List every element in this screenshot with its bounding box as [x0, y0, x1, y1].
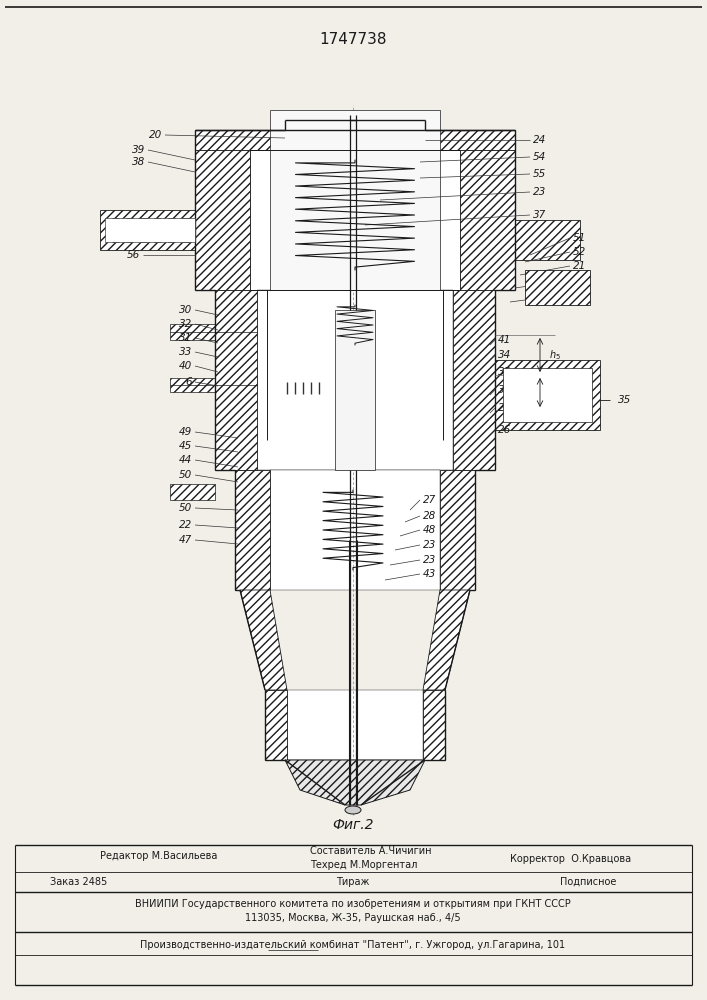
Polygon shape [285, 760, 425, 805]
Text: 36: 36 [498, 385, 511, 395]
Text: 34: 34 [498, 350, 511, 360]
Text: 27: 27 [423, 495, 436, 505]
Polygon shape [423, 590, 470, 690]
Bar [423, 690, 445, 760]
Text: 51: 51 [573, 233, 586, 243]
Text: Тираж: Тираж [337, 877, 370, 887]
Text: 41: 41 [498, 335, 511, 345]
Text: 49: 49 [179, 427, 192, 437]
Ellipse shape [345, 806, 361, 814]
Text: 6: 6 [185, 377, 192, 387]
Bar [170, 484, 215, 500]
Text: Фиг.2: Фиг.2 [332, 818, 374, 832]
Text: 32: 32 [179, 319, 192, 329]
Text: 45: 45 [179, 441, 192, 451]
Bar [195, 150, 250, 290]
Bar [460, 150, 515, 290]
Text: 23: 23 [423, 555, 436, 565]
Text: 24: 24 [533, 135, 547, 145]
Text: 42: 42 [573, 289, 586, 299]
Text: $h_1$: $h_1$ [549, 386, 561, 400]
Text: Производственно-издательский комбинат "Патент", г. Ужгород, ул.Гагарина, 101: Производственно-издательский комбинат "П… [141, 940, 566, 950]
Text: ВНИИПИ Государственного комитета по изобретениям и открытиям при ГКНТ СССР: ВНИИПИ Государственного комитета по изоб… [135, 899, 571, 909]
Text: Корректор  О.Кравцова: Корректор О.Кравцова [510, 854, 631, 864]
Text: 35: 35 [498, 367, 511, 377]
Bar [215, 290, 257, 470]
Bar [170, 324, 215, 340]
Text: 31: 31 [179, 333, 192, 343]
Bar [287, 690, 423, 760]
Text: 21: 21 [573, 261, 586, 271]
Text: 52: 52 [573, 247, 586, 257]
Text: 50: 50 [179, 503, 192, 513]
Text: 113035, Москва, Ж-35, Раушская наб., 4/5: 113035, Москва, Ж-35, Раушская наб., 4/5 [245, 913, 461, 923]
Text: 29: 29 [498, 403, 511, 413]
Text: 56: 56 [127, 250, 140, 260]
Bar [250, 150, 460, 290]
Bar [265, 690, 287, 760]
Text: 26: 26 [498, 425, 511, 435]
Bar [285, 120, 425, 150]
Bar [440, 470, 475, 590]
Text: 47: 47 [179, 535, 192, 545]
Text: 48: 48 [423, 525, 436, 535]
Text: 40: 40 [179, 361, 192, 371]
Text: 30: 30 [179, 305, 192, 315]
Text: Подписное: Подписное [560, 877, 617, 887]
Text: 35: 35 [618, 395, 631, 405]
Bar [100, 210, 195, 250]
Bar [270, 470, 440, 590]
Text: 39: 39 [132, 145, 145, 155]
Text: Составитель А.Чичигин: Составитель А.Чичигин [310, 846, 431, 856]
Bar [503, 368, 592, 422]
Bar [170, 378, 215, 392]
Text: 25: 25 [573, 275, 586, 285]
Bar [453, 290, 495, 470]
Text: 38: 38 [132, 157, 145, 167]
Text: 44: 44 [179, 455, 192, 465]
Text: 33: 33 [179, 347, 192, 357]
Text: 54: 54 [533, 152, 547, 162]
Text: 43: 43 [423, 569, 436, 579]
Bar [257, 290, 453, 470]
Text: 23: 23 [423, 540, 436, 550]
Bar [105, 218, 195, 242]
Bar [335, 310, 375, 470]
Text: Техред М.Моргентал: Техред М.Моргентал [310, 860, 417, 870]
Polygon shape [240, 590, 287, 690]
Bar [515, 220, 580, 260]
Bar [270, 110, 440, 290]
Text: 37: 37 [533, 210, 547, 220]
Text: Редактор М.Васильева: Редактор М.Васильева [100, 851, 217, 861]
Text: 55: 55 [533, 169, 547, 179]
Bar [235, 470, 270, 590]
Text: 22: 22 [179, 520, 192, 530]
Text: 20: 20 [148, 130, 162, 140]
Text: Заказ 2485: Заказ 2485 [50, 877, 107, 887]
Text: 50: 50 [179, 470, 192, 480]
Bar [525, 270, 590, 305]
Text: 28: 28 [423, 511, 436, 521]
Bar [495, 360, 600, 430]
Bar [195, 130, 515, 150]
Text: 1747738: 1747738 [320, 32, 387, 47]
Text: 23: 23 [533, 187, 547, 197]
Text: $h_5$: $h_5$ [549, 348, 561, 362]
